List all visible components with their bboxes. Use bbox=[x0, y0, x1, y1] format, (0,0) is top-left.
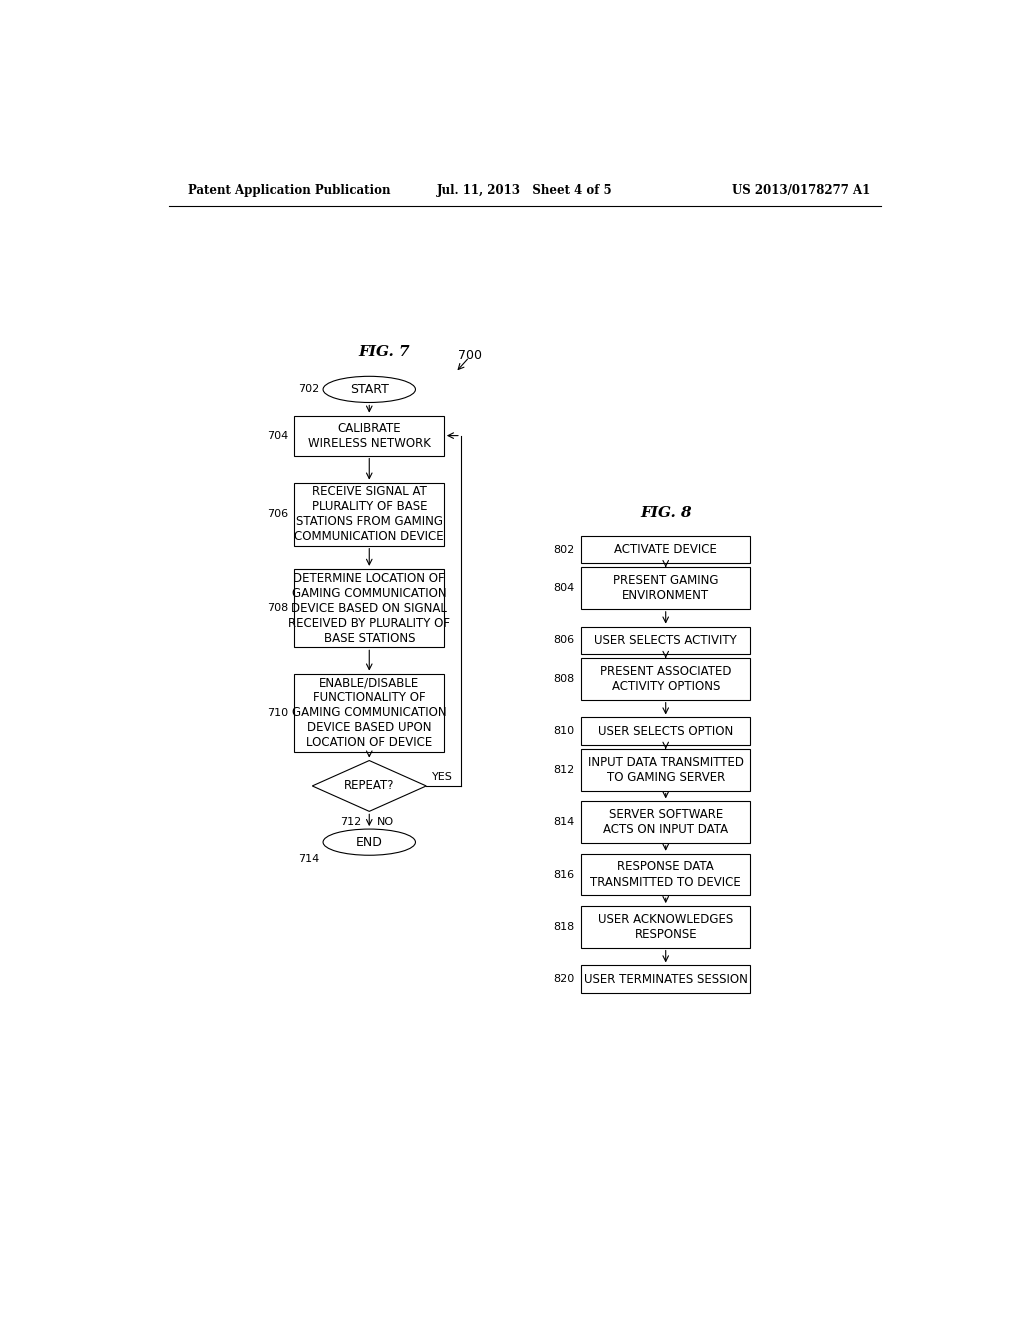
FancyBboxPatch shape bbox=[581, 748, 751, 791]
Text: INPUT DATA TRANSMITTED
TO GAMING SERVER: INPUT DATA TRANSMITTED TO GAMING SERVER bbox=[588, 756, 743, 784]
Text: 712: 712 bbox=[340, 817, 361, 828]
FancyBboxPatch shape bbox=[581, 854, 751, 895]
Text: ENABLE/DISABLE
FUNCTIONALITY OF
GAMING COMMUNICATION
DEVICE BASED UPON
LOCATION : ENABLE/DISABLE FUNCTIONALITY OF GAMING C… bbox=[292, 676, 446, 750]
Text: USER ACKNOWLEDGES
RESPONSE: USER ACKNOWLEDGES RESPONSE bbox=[598, 913, 733, 941]
Text: RECEIVE SIGNAL AT
PLURALITY OF BASE
STATIONS FROM GAMING
COMMUNICATION DEVICE: RECEIVE SIGNAL AT PLURALITY OF BASE STAT… bbox=[295, 486, 444, 543]
Text: USER SELECTS ACTIVITY: USER SELECTS ACTIVITY bbox=[594, 634, 737, 647]
Text: NO: NO bbox=[377, 817, 394, 828]
Text: FIG. 8: FIG. 8 bbox=[640, 507, 691, 520]
Text: 810: 810 bbox=[554, 726, 574, 737]
Text: 816: 816 bbox=[554, 870, 574, 879]
Text: FIG. 7: FIG. 7 bbox=[358, 345, 411, 359]
Text: 804: 804 bbox=[554, 583, 574, 593]
Text: 808: 808 bbox=[554, 675, 574, 684]
FancyBboxPatch shape bbox=[294, 416, 444, 455]
Ellipse shape bbox=[323, 376, 416, 403]
Text: PRESENT ASSOCIATED
ACTIVITY OPTIONS: PRESENT ASSOCIATED ACTIVITY OPTIONS bbox=[600, 665, 731, 693]
FancyBboxPatch shape bbox=[581, 801, 751, 843]
Text: END: END bbox=[355, 836, 383, 849]
Text: 820: 820 bbox=[554, 974, 574, 985]
Text: USER TERMINATES SESSION: USER TERMINATES SESSION bbox=[584, 973, 748, 986]
FancyBboxPatch shape bbox=[581, 906, 751, 948]
Text: 708: 708 bbox=[267, 603, 289, 612]
Text: YES: YES bbox=[432, 772, 454, 781]
Text: 700: 700 bbox=[458, 350, 482, 363]
Text: US 2013/0178277 A1: US 2013/0178277 A1 bbox=[731, 185, 869, 197]
Text: PRESENT GAMING
ENVIRONMENT: PRESENT GAMING ENVIRONMENT bbox=[613, 574, 719, 602]
Text: 812: 812 bbox=[554, 764, 574, 775]
Text: REPEAT?: REPEAT? bbox=[344, 779, 394, 792]
FancyBboxPatch shape bbox=[581, 568, 751, 609]
Text: 702: 702 bbox=[298, 384, 319, 395]
Polygon shape bbox=[312, 760, 426, 812]
FancyBboxPatch shape bbox=[581, 536, 751, 564]
Text: CALIBRATE
WIRELESS NETWORK: CALIBRATE WIRELESS NETWORK bbox=[308, 421, 431, 450]
Text: 714: 714 bbox=[298, 854, 319, 865]
Text: SERVER SOFTWARE
ACTS ON INPUT DATA: SERVER SOFTWARE ACTS ON INPUT DATA bbox=[603, 808, 728, 836]
Text: 802: 802 bbox=[554, 545, 574, 554]
Text: 706: 706 bbox=[267, 510, 289, 519]
Text: 818: 818 bbox=[554, 921, 574, 932]
Text: ACTIVATE DEVICE: ACTIVATE DEVICE bbox=[614, 543, 717, 556]
FancyBboxPatch shape bbox=[294, 673, 444, 752]
Text: 704: 704 bbox=[267, 430, 289, 441]
FancyBboxPatch shape bbox=[294, 569, 444, 647]
Text: RESPONSE DATA
TRANSMITTED TO DEVICE: RESPONSE DATA TRANSMITTED TO DEVICE bbox=[590, 861, 741, 888]
Text: USER SELECTS OPTION: USER SELECTS OPTION bbox=[598, 725, 733, 738]
Text: Jul. 11, 2013   Sheet 4 of 5: Jul. 11, 2013 Sheet 4 of 5 bbox=[437, 185, 612, 197]
FancyBboxPatch shape bbox=[581, 718, 751, 744]
Text: Patent Application Publication: Patent Application Publication bbox=[188, 185, 391, 197]
Text: 710: 710 bbox=[267, 708, 289, 718]
Text: 806: 806 bbox=[554, 635, 574, 645]
FancyBboxPatch shape bbox=[294, 483, 444, 545]
Text: DETERMINE LOCATION OF
GAMING COMMUNICATION
DEVICE BASED ON SIGNAL
RECEIVED BY PL: DETERMINE LOCATION OF GAMING COMMUNICATI… bbox=[289, 572, 451, 644]
FancyBboxPatch shape bbox=[581, 965, 751, 993]
Ellipse shape bbox=[323, 829, 416, 855]
FancyBboxPatch shape bbox=[581, 659, 751, 700]
FancyBboxPatch shape bbox=[581, 627, 751, 655]
Text: START: START bbox=[350, 383, 389, 396]
Text: 814: 814 bbox=[554, 817, 574, 828]
